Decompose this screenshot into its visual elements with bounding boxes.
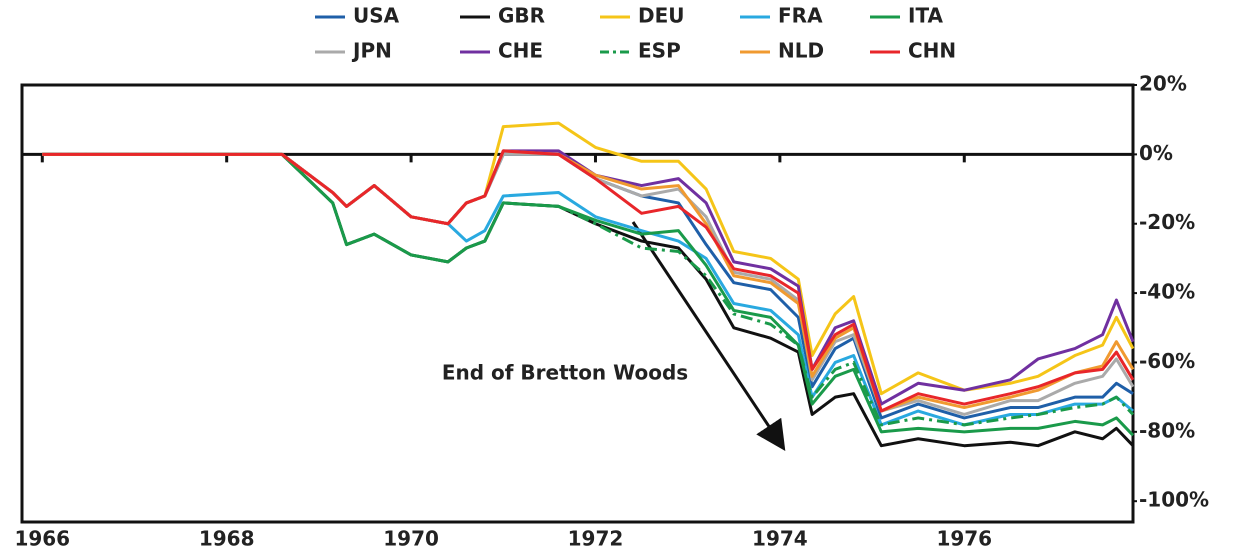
series-line bbox=[42, 149, 1135, 413]
legend-label: NLD bbox=[778, 39, 824, 63]
legend-label: CHN bbox=[908, 39, 956, 63]
legend-label: ITA bbox=[908, 4, 944, 28]
y-tick-label: 0% bbox=[1139, 141, 1173, 165]
x-tick-label: 1976 bbox=[936, 527, 992, 550]
annotation-arrow bbox=[631, 221, 786, 451]
x-tick-label: 1972 bbox=[568, 527, 624, 550]
y-tick-label: -80% bbox=[1139, 418, 1195, 442]
series-line bbox=[42, 152, 1135, 427]
series-line bbox=[42, 152, 1135, 437]
legend-label: GBR bbox=[498, 4, 545, 28]
series-line bbox=[42, 121, 1135, 396]
x-tick-label: 1966 bbox=[14, 527, 70, 550]
y-tick-label: 20% bbox=[1139, 72, 1187, 96]
x-tick-label: 1970 bbox=[383, 527, 439, 550]
x-tick-label: 1974 bbox=[752, 527, 808, 550]
y-tick-label: -60% bbox=[1139, 349, 1195, 373]
legend-label: CHE bbox=[498, 39, 543, 63]
legend-label: ESP bbox=[638, 39, 681, 63]
legend-label: DEU bbox=[638, 4, 685, 28]
legend-label: FRA bbox=[778, 4, 823, 28]
legend-label: JPN bbox=[351, 39, 392, 63]
annotation: End of Bretton Woods bbox=[442, 361, 688, 385]
y-tick-label: -20% bbox=[1139, 210, 1195, 234]
plot-frame bbox=[20, 83, 1135, 524]
y-tick-label: -40% bbox=[1139, 280, 1195, 304]
legend-label: USA bbox=[353, 4, 400, 28]
y-tick-label: -100% bbox=[1139, 488, 1209, 512]
x-tick-label: 1968 bbox=[199, 527, 255, 550]
